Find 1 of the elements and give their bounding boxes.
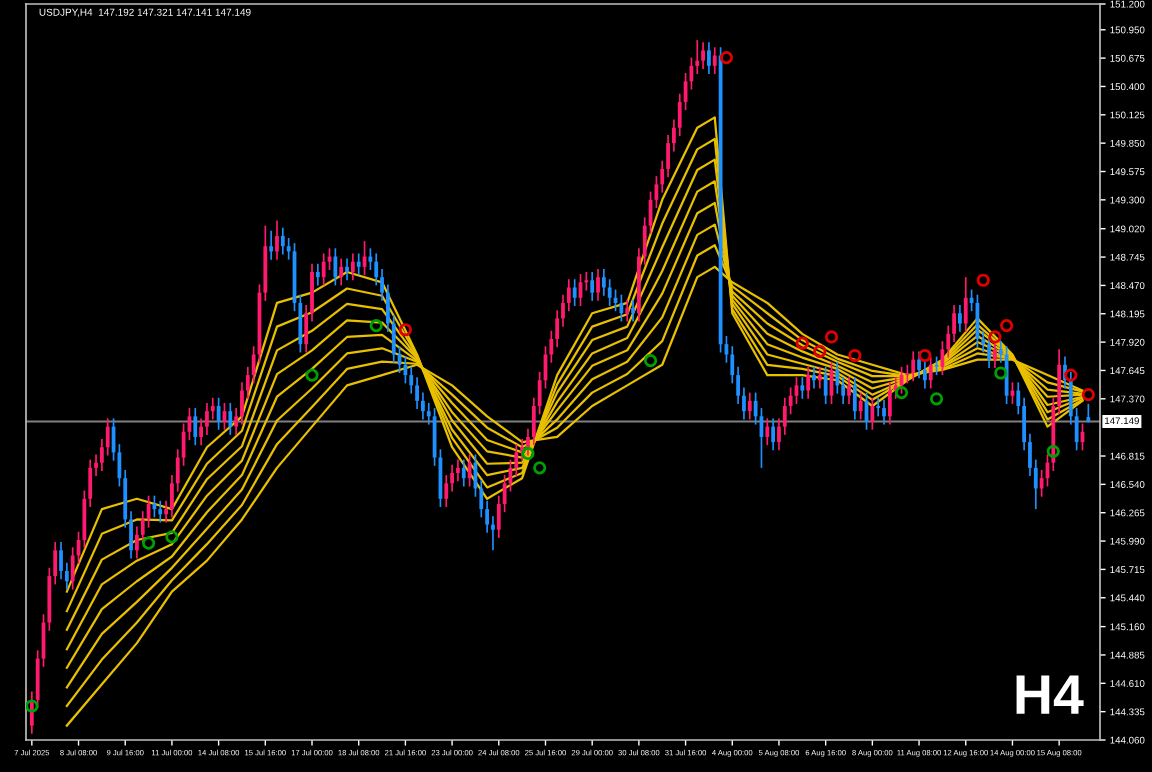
annotation: H4	[1016, 675, 1084, 714]
